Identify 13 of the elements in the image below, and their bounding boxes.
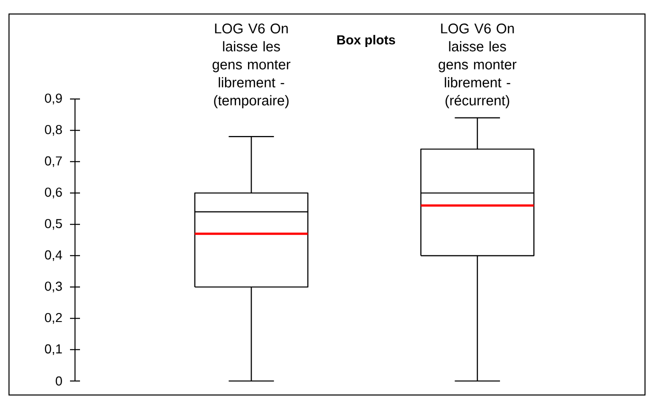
- chart-title: Box plots: [337, 34, 396, 48]
- y-tick-label: 0,7: [44, 156, 62, 168]
- y-tick-label: 0: [56, 376, 62, 386]
- x-tick-label: LOG V6 On laisse les gens monter librement - (temporaire): [212, 24, 290, 108]
- y-tick-label: 0,9: [44, 94, 62, 104]
- y-tick-label: 0,8: [44, 124, 62, 136]
- y-tick-label: 0,3: [44, 282, 62, 292]
- y-tick-label: 0,5: [44, 218, 62, 230]
- x-tick-label: LOG V6 On laisse les gens monter librement - (récurrent): [438, 24, 516, 108]
- y-tick-label: 0,2: [44, 312, 62, 324]
- y-tick-label: 0,4: [44, 250, 62, 262]
- y-tick-label: 0,1: [44, 344, 62, 356]
- y-tick-label: 0,6: [44, 188, 62, 198]
